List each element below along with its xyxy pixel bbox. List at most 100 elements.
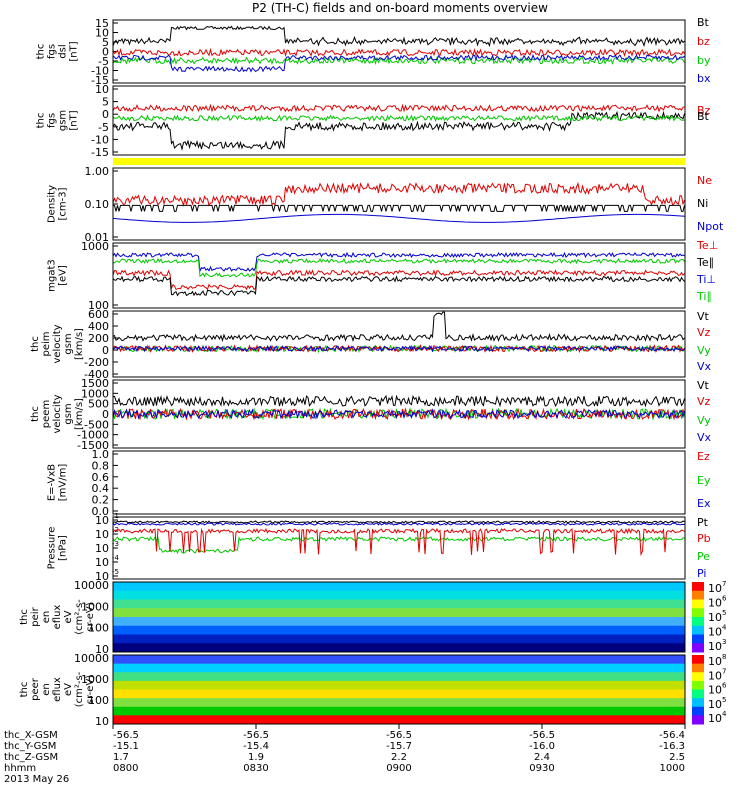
spectrogram-band [113, 643, 685, 653]
ylabel-line: [nT] [69, 110, 80, 130]
colorbar-segment [692, 634, 704, 644]
colorbar-segment [692, 698, 704, 708]
series-group [112, 311, 685, 354]
colorbar-segment [692, 680, 704, 690]
xaxis-value: 0930 [529, 763, 554, 774]
ylabel-line: sr-eV) [85, 602, 96, 631]
ytick-label: 10000 [74, 652, 109, 665]
ylabel-line: thc [36, 44, 47, 60]
ytick-label: 10 [95, 715, 109, 728]
ytick-label: -10 [91, 133, 109, 146]
xaxis-row-label: thc_Y-GSM [4, 741, 56, 752]
panel-frame [112, 516, 686, 580]
colorbar-exponent: 6 [722, 595, 727, 603]
colorbar-exponent: 8 [722, 653, 726, 661]
series-Pe [112, 536, 685, 555]
colorbar-exponent: 4 [722, 710, 727, 718]
ylabel-line: [mV/m] [58, 464, 69, 502]
ytick-label: 400 [88, 320, 109, 333]
series-Bt [112, 25, 685, 48]
ytick-label: 1000 [81, 673, 109, 686]
ytick-label: 200 [88, 332, 109, 345]
series-Pt [112, 520, 685, 524]
series-group [112, 251, 685, 297]
ytick-label: 0.01 [85, 231, 110, 244]
ylabel-line: thc [19, 609, 30, 625]
xaxis-value: -15.1 [113, 741, 139, 752]
ytick-label: 10 [95, 542, 109, 555]
spectrogram-band [113, 625, 685, 635]
ylabel-line: (cm²-s- [74, 599, 85, 635]
panel-peir: thc peir en eflux eV (cm²-s-sr-eV) 10000 1000 10… [19, 579, 727, 656]
series-Ne [112, 181, 685, 207]
legend-bz: bz [697, 35, 710, 48]
ytick-exponent: -1 [112, 512, 119, 520]
panel-frame [112, 450, 686, 515]
ylabel-line: eflux [52, 677, 63, 702]
ylabel-line: sr-eV) [85, 675, 96, 704]
legend-by: by [697, 54, 711, 67]
colorbar-segment [692, 715, 704, 725]
spectrogram-band [113, 663, 685, 673]
colorbar-label: 10 [708, 698, 722, 711]
ylabel-line: peim [41, 331, 52, 356]
ytick-label: 1000 [81, 600, 109, 613]
colorbar-label: 10 [708, 626, 722, 639]
xaxis-value: -56.5 [529, 730, 555, 741]
ylabel-line: [cm-3] [58, 187, 69, 220]
ytick-label: -1500 [77, 439, 109, 452]
ytick-label: 0 [102, 46, 109, 59]
panel-peim_vel: thc peim velocity gsm [km/s]6004002000-200-4… [30, 308, 712, 381]
legend-Npot: Npot [697, 220, 724, 233]
panel-frame [112, 19, 686, 84]
ylabel-line: [km/s] [74, 328, 85, 360]
spectrogram-band [113, 706, 685, 716]
ylabel-line: eV [63, 610, 74, 623]
legend-Ex: Ex [697, 497, 711, 510]
spectrogram-band [113, 599, 685, 609]
legend-Vy: Vy [697, 414, 711, 427]
colorbar-segment [692, 608, 704, 618]
colorbar-exponent: 4 [722, 624, 727, 632]
colorbar-segment [692, 706, 704, 716]
colorbar-exponent: 5 [722, 609, 726, 617]
series-Vz [112, 407, 685, 421]
series-by [112, 55, 685, 66]
ylabel-line: (cm²-s- [74, 671, 85, 707]
series-Bz [112, 103, 685, 113]
series-bz [112, 47, 685, 58]
ytick-label: 15 [95, 17, 109, 30]
legend-Bt: Bt [697, 110, 710, 123]
ylabel-line: Pressure [47, 527, 58, 570]
series-Vt [112, 394, 685, 408]
spectrogram-band [113, 689, 685, 699]
ytick-label: 1.00 [85, 165, 110, 178]
spectrogram-band [113, 672, 685, 682]
series-Vx [112, 408, 685, 420]
panel-efield: E=-VxB [mV/m] 1.00.80.60.40.20.0 Ez Ey Ex [47, 448, 711, 518]
ytick-label: 0.0 [92, 505, 110, 518]
colorbar-label: 10 [708, 669, 722, 682]
colorbar-exponent: 7 [722, 580, 726, 588]
ylabel-line: Density [47, 185, 58, 223]
ytick-label: 10 [95, 570, 109, 583]
xaxis-row-label: thc_X-GSM [4, 730, 58, 741]
colorbar-label: 10 [708, 611, 722, 624]
legend-Te⊥: Te⊥ [696, 239, 718, 252]
colorbar-exponent: 6 [722, 682, 727, 690]
ytick-label: 5 [102, 36, 109, 49]
legend-Ey: Ey [697, 474, 711, 487]
colorbar-segment [692, 643, 704, 653]
legend-Ti⊥: Ti⊥ [696, 273, 716, 286]
ytick-label: 0.10 [85, 198, 110, 211]
xaxis-value: -56.5 [243, 730, 269, 741]
series-group [112, 394, 685, 421]
xaxis-value: 0900 [386, 763, 411, 774]
ylabel-line: fgs [47, 113, 58, 128]
legend-Vy: Vy [697, 344, 711, 357]
series-Vt [112, 311, 685, 343]
ylabel-line: peir [30, 606, 41, 626]
